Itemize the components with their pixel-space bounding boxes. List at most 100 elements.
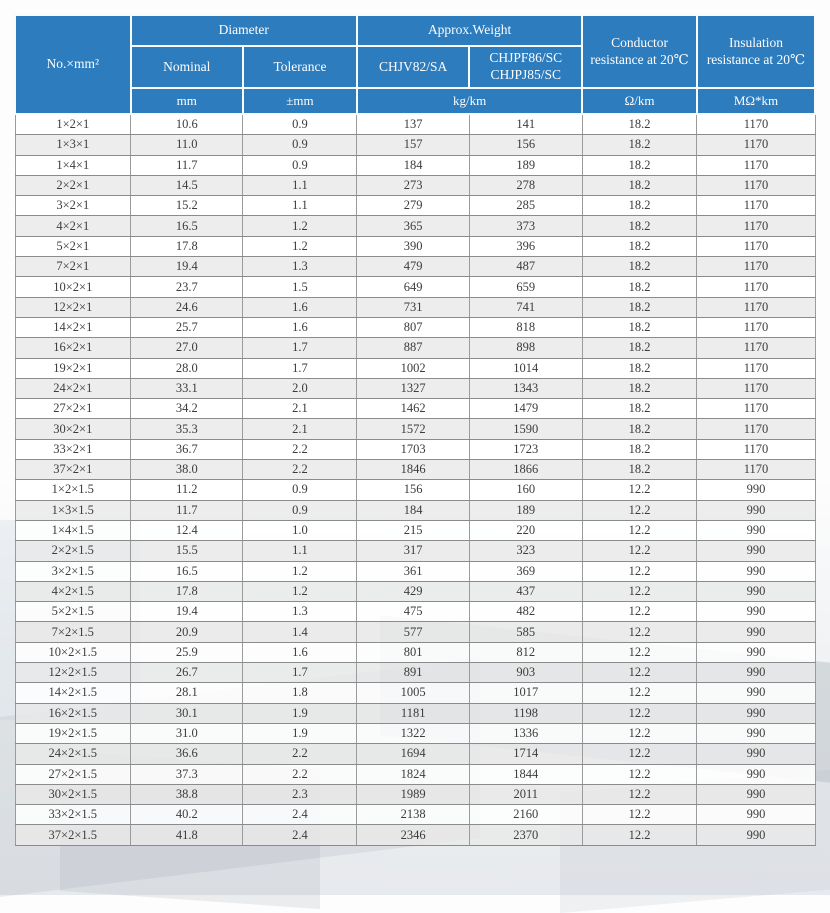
cell-insulation-resistance: 990	[696, 804, 816, 826]
cell-conductor-resistance: 12.2	[581, 804, 698, 826]
table-row: 1×3×1.5 11.7 0.9 184 189 12.2 990	[14, 499, 816, 521]
cell-tolerance: 2.0	[242, 377, 358, 400]
cell-weight-chjpf86: 160	[468, 479, 583, 501]
cell-weight-chjpf86: 2011	[468, 783, 583, 806]
cell-weight-chjv82: 157	[356, 134, 470, 156]
cell-tolerance: 0.9	[242, 134, 358, 156]
cell-weight-chjpf86: 1336	[468, 722, 583, 745]
cell-weight-chjpf86: 898	[468, 337, 583, 359]
table-row: 24×2×1 33.1 2.0 1327 1343 18.2 1170	[14, 377, 816, 400]
cell-tolerance: 1.2	[242, 235, 358, 258]
cell-weight-chjv82: 479	[356, 256, 470, 278]
cell-conductor-resistance: 18.2	[581, 256, 698, 278]
cell-weight-chjpf86: 437	[468, 580, 583, 603]
table-row: 12×2×1 24.6 1.6 731 741 18.2 1170	[14, 296, 816, 318]
cell-insulation-resistance: 1170	[696, 438, 816, 461]
cell-spec: 33×2×1	[14, 438, 132, 461]
table-body: 1×2×1 10.6 0.9 137 141 18.2 1170 1×3×1 1…	[14, 113, 816, 846]
cell-nominal-diameter: 30.1	[130, 702, 244, 724]
cell-conductor-resistance: 18.2	[581, 174, 698, 197]
cell-spec: 4×2×1	[14, 215, 132, 237]
table-row: 1×2×1.5 11.2 0.9 156 160 12.2 990	[14, 479, 816, 501]
table-row: 37×2×1.5 41.8 2.4 2346 2370 12.2 990	[14, 824, 816, 846]
cell-weight-chjv82: 1572	[356, 418, 470, 440]
cell-conductor-resistance: 12.2	[581, 641, 698, 664]
table-row: 1×2×1 10.6 0.9 137 141 18.2 1170	[14, 113, 816, 136]
cell-conductor-resistance: 12.2	[581, 783, 698, 806]
cell-spec: 30×2×1.5	[14, 783, 132, 806]
cell-nominal-diameter: 24.6	[130, 296, 244, 318]
cell-weight-chjv82: 1694	[356, 743, 470, 765]
cell-spec: 16×2×1	[14, 337, 132, 359]
cable-spec-table: No.×mm² Diameter Approx.Weight Conductor…	[14, 14, 817, 846]
cell-weight-chjv82: 1846	[356, 459, 470, 481]
cell-weight-chjv82: 1462	[356, 398, 470, 420]
cell-weight-chjv82: 215	[356, 519, 470, 542]
cell-nominal-diameter: 23.7	[130, 276, 244, 298]
cell-nominal-diameter: 15.2	[130, 195, 244, 217]
cell-nominal-diameter: 17.8	[130, 580, 244, 603]
table-row: 1×3×1 11.0 0.9 157 156 18.2 1170	[14, 134, 816, 156]
cell-insulation-resistance: 990	[696, 560, 816, 582]
cell-weight-chjv82: 184	[356, 154, 470, 176]
cell-insulation-resistance: 990	[696, 519, 816, 542]
cell-spec: 33×2×1.5	[14, 804, 132, 826]
cell-insulation-resistance: 990	[696, 621, 816, 643]
cell-spec: 37×2×1.5	[14, 824, 132, 846]
cell-weight-chjv82: 1824	[356, 763, 470, 785]
cell-spec: 27×2×1.5	[14, 763, 132, 785]
cell-weight-chjpf86: 323	[468, 540, 583, 562]
header-model-a: CHJV82/SA	[355, 45, 471, 89]
cell-tolerance: 1.4	[242, 621, 358, 643]
cell-nominal-diameter: 34.2	[130, 398, 244, 420]
cell-nominal-diameter: 28.1	[130, 682, 244, 704]
cell-tolerance: 1.7	[242, 357, 358, 379]
cell-tolerance: 1.2	[242, 215, 358, 237]
cell-spec: 1×4×1.5	[14, 519, 132, 542]
cell-tolerance: 1.9	[242, 722, 358, 745]
cell-weight-chjv82: 365	[356, 215, 470, 237]
cell-spec: 1×4×1	[14, 154, 132, 176]
cell-nominal-diameter: 14.5	[130, 174, 244, 197]
cell-nominal-diameter: 36.7	[130, 438, 244, 461]
cell-insulation-resistance: 990	[696, 743, 816, 765]
cell-spec: 3×2×1.5	[14, 560, 132, 582]
table-row: 1×4×1.5 12.4 1.0 215 220 12.2 990	[14, 519, 816, 542]
cell-insulation-resistance: 990	[696, 702, 816, 724]
table-row: 4×2×1.5 17.8 1.2 429 437 12.2 990	[14, 580, 816, 603]
table-row: 2×2×1.5 15.5 1.1 317 323 12.2 990	[14, 540, 816, 562]
header-insulation-resistance: Insulation resistance at 20℃	[695, 14, 817, 89]
cell-conductor-resistance: 12.2	[581, 763, 698, 785]
cell-insulation-resistance: 990	[696, 824, 816, 846]
cell-tolerance: 1.7	[242, 662, 358, 684]
cell-tolerance: 1.6	[242, 296, 358, 318]
cell-insulation-resistance: 990	[696, 662, 816, 684]
cell-weight-chjpf86: 220	[468, 519, 583, 542]
cell-spec: 19×2×1	[14, 357, 132, 379]
cell-nominal-diameter: 19.4	[130, 601, 244, 623]
cell-spec: 12×2×1	[14, 296, 132, 318]
cell-weight-chjv82: 2138	[356, 804, 470, 826]
table-row: 19×2×1.5 31.0 1.9 1322 1336 12.2 990	[14, 722, 816, 745]
cell-weight-chjv82: 156	[356, 479, 470, 501]
cell-tolerance: 2.1	[242, 418, 358, 440]
cell-conductor-resistance: 18.2	[581, 357, 698, 379]
cell-insulation-resistance: 1170	[696, 256, 816, 278]
cell-tolerance: 2.4	[242, 804, 358, 826]
cell-nominal-diameter: 10.6	[130, 113, 244, 136]
cell-nominal-diameter: 36.6	[130, 743, 244, 765]
cell-spec: 30×2×1	[14, 418, 132, 440]
table-row: 5×2×1.5 19.4 1.3 475 482 12.2 990	[14, 601, 816, 623]
cell-weight-chjpf86: 1866	[468, 459, 583, 481]
cell-insulation-resistance: 1170	[696, 459, 816, 481]
cell-nominal-diameter: 11.0	[130, 134, 244, 156]
cell-nominal-diameter: 20.9	[130, 621, 244, 643]
cell-spec: 14×2×1	[14, 316, 132, 339]
cell-conductor-resistance: 12.2	[581, 743, 698, 765]
cell-conductor-resistance: 12.2	[581, 662, 698, 684]
cell-nominal-diameter: 12.4	[130, 519, 244, 542]
cell-weight-chjv82: 317	[356, 540, 470, 562]
cell-weight-chjv82: 1703	[356, 438, 470, 461]
cell-weight-chjv82: 1005	[356, 682, 470, 704]
table-row: 33×2×1 36.7 2.2 1703 1723 18.2 1170	[14, 438, 816, 461]
